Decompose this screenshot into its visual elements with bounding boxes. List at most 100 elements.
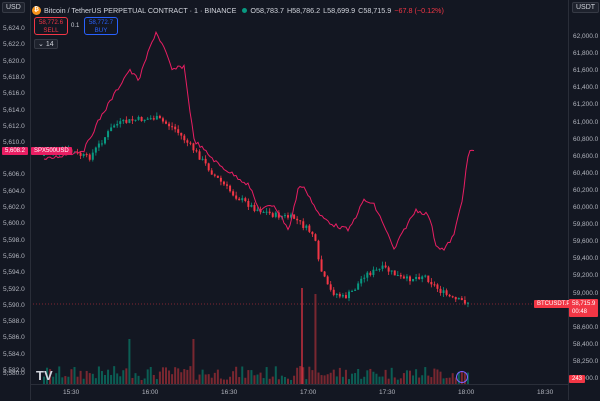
volume-bar (283, 376, 286, 384)
volume-bar (442, 378, 445, 384)
candle-body (372, 269, 375, 275)
candle-body (415, 277, 418, 279)
volume-badge: 243 (569, 375, 586, 383)
time-axis-tick: 17:00 (300, 389, 317, 396)
volume-bar (351, 373, 354, 384)
volume-bar (259, 372, 262, 384)
right-axis-tick: 60,000.0 (573, 204, 599, 211)
candle-body (320, 259, 323, 272)
volume-bar (436, 369, 439, 384)
time-axis-tick: 16:30 (221, 389, 238, 396)
time-axis[interactable]: 15:30 16:00 16:30 17:00 17:30 18:00 18:30 (30, 384, 568, 401)
volume-bar (229, 376, 232, 384)
btc-last-price: 58,715.9 (572, 301, 596, 307)
ohlc-high: H58,786.2 (286, 5, 321, 15)
left-axis-tick: 5,606.0 (3, 171, 25, 179)
volume-bar (265, 367, 268, 384)
buy-button[interactable]: 58,772.7 BUY (84, 17, 118, 35)
volume-bar (290, 379, 293, 384)
volume-bar (88, 373, 91, 384)
volume-bar (427, 375, 430, 384)
volume-bar (354, 373, 357, 384)
left-axis-currency[interactable]: USD (2, 2, 25, 13)
candle-body (311, 231, 314, 235)
candle-body (216, 175, 219, 178)
symbol-title[interactable]: Bitcoin / TetherUS PERPETUAL CONTRACT · … (44, 5, 237, 15)
volume-bar (125, 368, 128, 384)
volume-bar (122, 370, 125, 384)
volume-bar (143, 378, 146, 384)
volume-bar (372, 371, 375, 384)
time-axis-tick: 18:30 (537, 389, 554, 396)
candle-body (79, 152, 82, 156)
right-price-axis[interactable]: USDT 62,000.0 61,800.0 61,600.0 61,400.0 61,… (568, 0, 600, 400)
volume-bar (61, 377, 64, 384)
volume-bar (399, 378, 402, 384)
volume-bar (140, 379, 143, 384)
volume-bar (341, 376, 344, 384)
candle-body (296, 218, 299, 221)
volume-bar (308, 366, 311, 384)
candle-body (192, 143, 195, 151)
candle-body (451, 296, 454, 298)
candle-body (360, 278, 363, 284)
volume-bar (466, 372, 469, 384)
candle-body (198, 151, 201, 160)
volume-bar (85, 370, 88, 384)
volume-bar (390, 367, 393, 384)
volume-bar (424, 367, 427, 384)
volume-bar (421, 375, 424, 384)
candle-body (256, 209, 259, 211)
ohlc-low: L58,699.9 (323, 5, 356, 15)
candle-body (378, 268, 381, 270)
candle-body (421, 276, 424, 280)
volume-bar (314, 294, 317, 384)
right-axis-tick: 61,600.0 (573, 67, 599, 75)
candle-body (201, 158, 204, 160)
volume-bar (280, 375, 283, 384)
price-chart[interactable] (30, 0, 568, 384)
time-axis-tick: 18:00 (458, 389, 475, 396)
right-axis-tick: 58,250.0 (573, 357, 599, 365)
candle-body (171, 126, 174, 128)
chart-area[interactable] (30, 0, 568, 384)
candle-body (390, 270, 393, 272)
candle-body (357, 283, 360, 290)
candle-body (348, 291, 350, 299)
candle-body (180, 132, 183, 136)
volume-bar (405, 370, 408, 384)
volume-bar (387, 378, 390, 384)
candle-body (442, 290, 445, 294)
left-axis-tick: 5,596.0 (3, 252, 25, 260)
candle-body (351, 290, 354, 292)
right-axis-currency[interactable]: USDT (572, 2, 600, 13)
volume-bar (335, 376, 338, 384)
chevron-down-icon: ⌄ (38, 41, 44, 48)
candle-body (287, 215, 289, 218)
sell-button[interactable]: 58,772.6 SELL (34, 17, 68, 35)
collapse-indicators-button[interactable]: ⌄ 14 (34, 39, 58, 49)
candle-body (116, 123, 119, 126)
volume-bar (454, 377, 457, 384)
buy-label: BUY (94, 27, 108, 34)
candle-body (143, 119, 146, 122)
volume-bar (161, 367, 164, 384)
candle-body (430, 281, 433, 285)
candle-body (466, 302, 469, 304)
left-axis-tick: 5,620.0 (3, 57, 25, 65)
price-change: −67.8 (−0.12%) (394, 5, 444, 15)
volume-bar (326, 374, 329, 384)
candle-body (97, 143, 100, 148)
candle-body (302, 221, 305, 228)
left-price-axis[interactable]: USD 5,624.0 5,622.0 5,620.0 5,618.0 5,616.0 5… (0, 0, 31, 400)
candle-body (247, 201, 250, 207)
right-axis-tick: 59,400.0 (573, 255, 599, 263)
candle-body (82, 154, 85, 156)
candle-body (399, 275, 402, 277)
volume-bar (113, 366, 116, 384)
replay-icon[interactable] (456, 371, 468, 383)
ohlc-open: O58,783.7 (250, 5, 284, 15)
volume-bar (100, 371, 103, 384)
tradingview-logo[interactable]: TV (36, 368, 53, 383)
candle-body (204, 158, 207, 164)
